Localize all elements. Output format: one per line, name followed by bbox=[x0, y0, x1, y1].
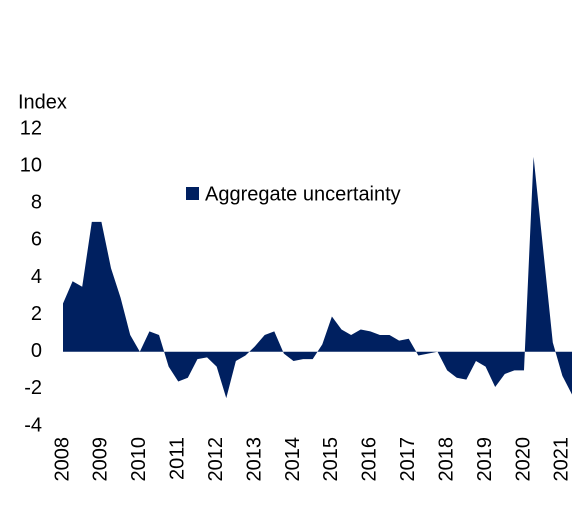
legend-label: Aggregate uncertainty bbox=[205, 183, 401, 205]
y-tick-label: 10 bbox=[20, 154, 42, 176]
x-tick-label: 2021 bbox=[551, 437, 573, 482]
x-tick-label: 2015 bbox=[320, 437, 342, 482]
y-tick-label: 6 bbox=[31, 229, 42, 251]
y-tick-label: -2 bbox=[24, 377, 42, 399]
x-tick-label: 2013 bbox=[243, 437, 265, 482]
y-tick-label: 4 bbox=[31, 266, 42, 288]
x-tick-label: 2009 bbox=[90, 437, 112, 482]
y-tick-label: 8 bbox=[31, 192, 42, 214]
y-axis-label: Index bbox=[18, 91, 67, 113]
x-tick-label: 2016 bbox=[359, 437, 381, 482]
y-tick-label: 0 bbox=[31, 340, 42, 362]
x-tick-label: 2017 bbox=[397, 437, 419, 482]
x-tick-label: 2010 bbox=[128, 437, 150, 482]
x-tick-label: 2020 bbox=[512, 437, 534, 482]
y-tick-label: 12 bbox=[20, 117, 42, 139]
y-tick-label: 2 bbox=[31, 303, 42, 325]
x-tick-label: 2012 bbox=[205, 437, 227, 482]
y-tick-label: -4 bbox=[24, 414, 42, 436]
x-tick-label: 2018 bbox=[435, 437, 457, 482]
x-tick-label: 2008 bbox=[51, 437, 73, 482]
x-tick-label: 2011 bbox=[167, 437, 189, 480]
x-tick-label: 2019 bbox=[474, 437, 496, 482]
legend-swatch bbox=[186, 187, 199, 200]
x-tick-label: 2014 bbox=[282, 437, 304, 482]
